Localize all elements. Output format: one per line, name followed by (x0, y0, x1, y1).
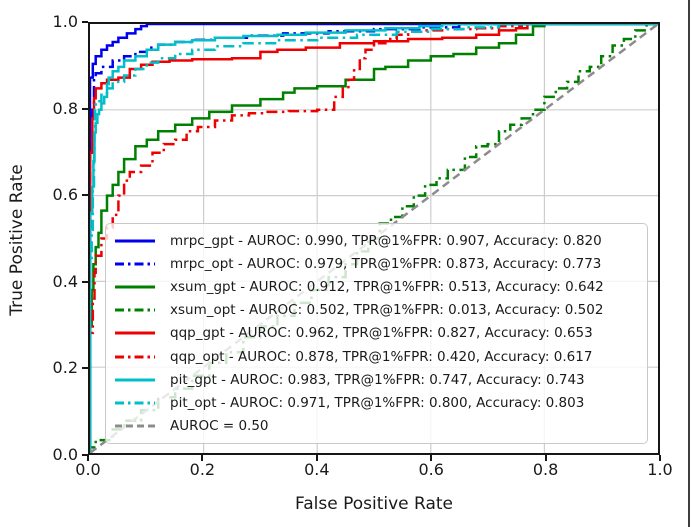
legend-line-sample-chance (115, 424, 155, 428)
legend-label-qqp_gpt: qqp_gpt - AUROC: 0.962, TPR@1%FPR: 0.827… (170, 325, 593, 342)
legend-label-xsum_gpt: xsum_gpt - AUROC: 0.912, TPR@1%FPR: 0.51… (170, 279, 604, 296)
x-tick-label: 0.0 (75, 460, 101, 479)
y-tick-mark (82, 454, 88, 456)
x-tick-mark (315, 455, 318, 461)
y-tick-label: 0.0 (52, 445, 78, 464)
y-axis-label: True Positive Rate (7, 164, 27, 316)
legend-row-xsum_opt: xsum_opt - AUROC: 0.502, TPR@1%FPR: 0.01… (114, 299, 639, 321)
page-right-border-line (688, 0, 690, 527)
legend-line-sample-pit_opt (115, 401, 155, 405)
legend-line-sample-mrpc_opt (115, 262, 155, 266)
y-tick-mark (82, 107, 88, 110)
x-tick-mark (659, 455, 661, 461)
legend-row-mrpc_opt: mrpc_opt - AUROC: 0.979, TPR@1%FPR: 0.87… (114, 253, 639, 275)
legend-line-sample-qqp_gpt (115, 331, 155, 335)
legend-label-qqp_opt: qqp_opt - AUROC: 0.878, TPR@1%FPR: 0.420… (170, 348, 593, 365)
y-tick-mark (82, 280, 88, 283)
legend-row-qqp_gpt: qqp_gpt - AUROC: 0.962, TPR@1%FPR: 0.827… (114, 322, 639, 344)
x-tick-mark (430, 455, 433, 461)
roc-curve-pit_opt (90, 24, 658, 453)
x-tick-label: 1.0 (647, 460, 673, 479)
y-tick-label: 0.4 (52, 271, 78, 291)
legend-line-sample-mrpc_gpt (115, 239, 155, 243)
legend-row-xsum_gpt: xsum_gpt - AUROC: 0.912, TPR@1%FPR: 0.51… (114, 276, 639, 298)
legend-label-mrpc_gpt: mrpc_gpt - AUROC: 0.990, TPR@1%FPR: 0.90… (170, 232, 602, 249)
legend-row-chance: AUROC = 0.50 (114, 415, 639, 437)
y-tick-mark (82, 194, 88, 197)
legend-row-pit_opt: pit_opt - AUROC: 0.971, TPR@1%FPR: 0.800… (114, 392, 639, 414)
x-axis-label: False Positive Rate (295, 494, 453, 514)
x-tick-label: 0.4 (304, 460, 330, 479)
legend-label-pit_opt: pit_opt - AUROC: 0.971, TPR@1%FPR: 0.800… (170, 395, 585, 412)
roc-curve-qqp_opt (90, 24, 658, 453)
legend-label-pit_gpt: pit_gpt - AUROC: 0.983, TPR@1%FPR: 0.747… (170, 371, 585, 388)
legend-line-sample-xsum_gpt (115, 285, 155, 289)
y-tick-label: 0.8 (52, 98, 78, 118)
y-tick-label: 1.0 (52, 12, 78, 31)
x-tick-label: 0.6 (418, 460, 444, 479)
legend-box: mrpc_gpt - AUROC: 0.990, TPR@1%FPR: 0.90… (105, 223, 648, 444)
legend-row-mrpc_gpt: mrpc_gpt - AUROC: 0.990, TPR@1%FPR: 0.90… (114, 230, 639, 252)
y-tick-label: 0.2 (52, 358, 78, 378)
legend-line-sample-qqp_opt (115, 355, 155, 359)
legend-line-sample-xsum_opt (115, 308, 155, 312)
x-tick-label: 0.8 (532, 460, 559, 479)
y-tick-label: 0.6 (52, 185, 78, 205)
x-tick-label: 0.2 (189, 460, 216, 479)
y-tick-mark (82, 21, 88, 23)
legend-label-mrpc_opt: mrpc_opt - AUROC: 0.979, TPR@1%FPR: 0.87… (170, 255, 602, 272)
legend-row-qqp_opt: qqp_opt - AUROC: 0.878, TPR@1%FPR: 0.420… (114, 346, 639, 368)
legend-label-xsum_opt: xsum_opt - AUROC: 0.502, TPR@1%FPR: 0.01… (170, 302, 604, 319)
roc-curve-qqp_gpt (90, 24, 658, 453)
legend-line-sample-pit_gpt (115, 378, 155, 382)
x-tick-mark (87, 455, 89, 461)
roc-curve-pit_gpt (90, 24, 658, 453)
roc-curve-xsum_gpt (90, 24, 658, 453)
x-tick-mark (201, 455, 204, 461)
y-tick-mark (82, 367, 88, 370)
legend-label-chance: AUROC = 0.50 (170, 418, 269, 435)
roc-curve-mrpc_gpt (90, 24, 658, 453)
roc-curve-xsum_opt (90, 24, 658, 453)
x-tick-mark (544, 455, 547, 461)
legend-row-pit_gpt: pit_gpt - AUROC: 0.983, TPR@1%FPR: 0.747… (114, 369, 639, 391)
